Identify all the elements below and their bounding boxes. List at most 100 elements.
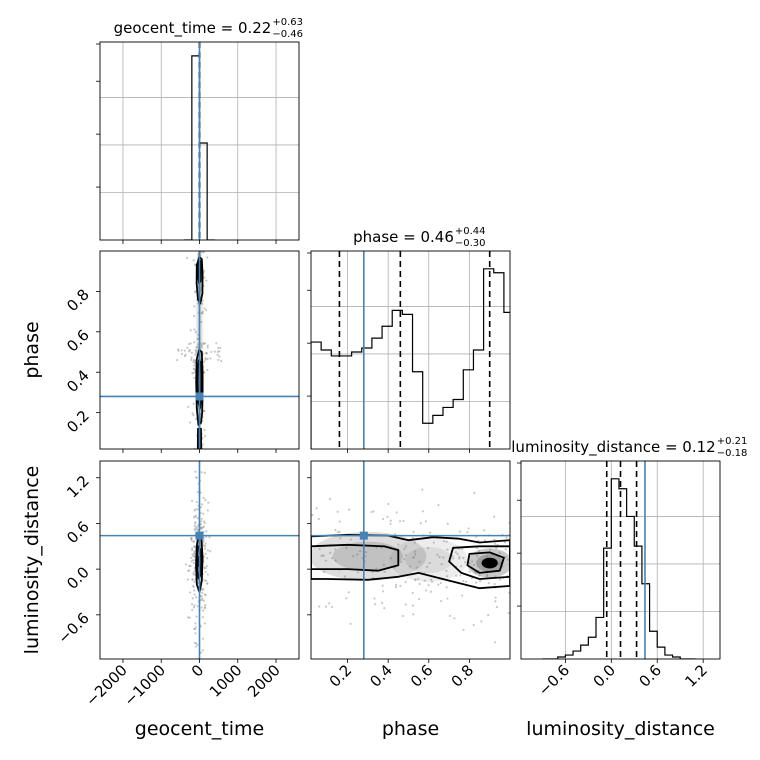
sample-point [531,567,533,569]
sample-point [372,510,375,513]
sample-point [217,346,220,350]
sample-point [356,571,360,574]
sample-point [193,361,197,365]
sample-point [200,344,203,347]
sample-point [215,342,218,345]
sample-point [196,247,198,249]
sample-point [489,548,492,551]
y-tick-label: −0.6 [54,609,92,647]
sample-point [191,578,194,581]
sample-point [190,548,194,552]
sample-point [191,608,194,611]
density-content [249,461,547,667]
sample-point [201,637,205,640]
sample-point [540,553,542,555]
sample-point [249,593,251,595]
sample-point [515,610,517,612]
sample-point [370,510,373,514]
sample-point [397,543,400,546]
sample-point [534,536,536,538]
sample-point [387,502,390,506]
sample-point [202,204,204,206]
sample-point [510,565,512,567]
sample-point [204,237,206,239]
sample-point [545,578,547,580]
sample-point [437,504,440,507]
sample-point [348,508,351,511]
sample-point [416,566,419,569]
density-shade [332,541,403,571]
density-panel-phase-luminosity_distance [249,460,547,667]
sample-point [201,236,203,238]
sample-point [191,372,194,375]
sample-point [418,597,421,601]
sample-point [191,412,194,415]
sample-point [196,525,199,528]
sample-point [203,622,207,625]
sample-point [323,570,326,573]
sample-point [404,545,407,548]
sample-point [445,569,448,573]
sample-point [478,574,481,577]
sample-point [194,626,197,629]
sample-point [203,547,206,550]
sample-point [291,561,293,563]
sample-point [448,614,451,617]
sample-point [195,476,198,479]
sample-point [403,665,405,667]
sample-point [458,530,462,533]
marginal-panel-geocent_time: geocent_time = 0.22 +0.63−0.46 [96,17,303,244]
sample-point [462,628,465,631]
sample-point [462,556,465,560]
contour-line [311,534,510,590]
sample-point [352,555,355,558]
sample-point [202,230,204,232]
sample-point [190,538,193,541]
sample-point [206,573,209,576]
sample-point [189,564,192,568]
sample-point [347,591,350,594]
sample-point [455,574,458,577]
sample-point [196,458,198,460]
sample-point [190,358,193,361]
sample-point [436,553,439,556]
sample-point [190,556,193,560]
sample-point [202,203,204,205]
sample-point [339,537,342,540]
sample-point [196,508,199,511]
sample-point [364,550,368,554]
sample-point [196,517,199,520]
sample-point [198,245,200,247]
sample-point [279,511,281,513]
sample-point [193,545,197,548]
sample-point [195,349,198,353]
sample-point [403,558,406,561]
sample-point [202,342,205,345]
sample-point [200,606,203,609]
sample-point [414,553,417,556]
sample-point [386,515,389,518]
sample-point [389,557,392,560]
sample-point [191,597,194,600]
sample-point [193,627,196,631]
sample-point [183,355,187,358]
sample-point [318,548,321,551]
truth-marker [359,531,368,540]
sample-point [446,522,449,525]
sample-point [195,449,197,451]
sample-point [389,519,392,522]
sample-point [399,584,402,587]
sample-point [216,350,219,353]
sample-point [418,582,421,586]
sample-point [202,587,205,591]
sample-point [498,551,501,555]
x-tick-label: 0.6 [407,661,437,691]
sample-point [460,565,463,568]
sample-point [202,235,204,237]
sample-point [203,471,207,474]
sample-point [412,556,415,559]
sample-point [209,550,212,553]
sample-point [192,571,195,574]
sample-point [504,555,507,559]
